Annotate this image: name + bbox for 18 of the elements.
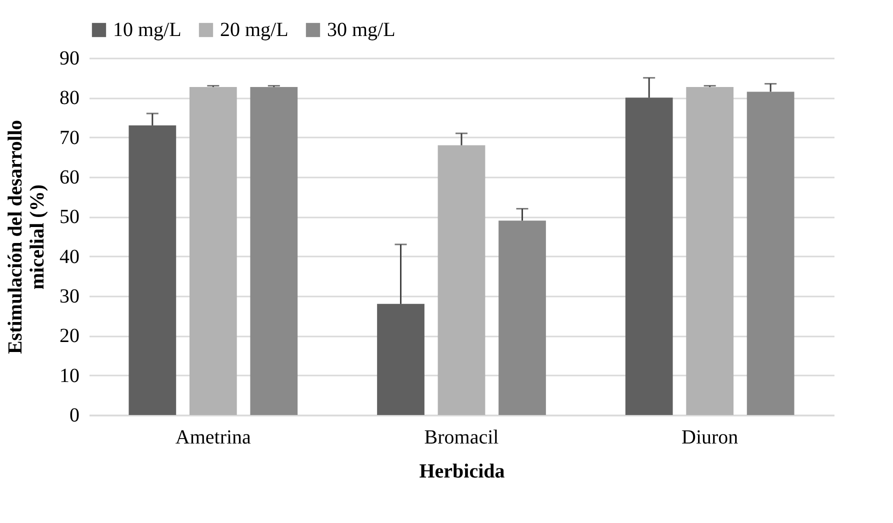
y-tick-label: 20	[60, 325, 80, 348]
legend-label: 20 mg/L	[220, 19, 288, 41]
y-axis-title: Estimulación del desarrollo micelial (%)	[4, 120, 48, 354]
y-tick-label: 60	[60, 166, 80, 188]
x-axis-title: Herbicida	[419, 460, 505, 482]
legend-label: 10 mg/L	[113, 19, 182, 41]
y-tick-label: 80	[60, 87, 80, 110]
y-tick-label: 40	[60, 246, 80, 268]
x-tick-label: Bromacil	[424, 426, 500, 448]
legend-label: 30 mg/L	[327, 19, 396, 41]
y-tick-label: 90	[60, 48, 80, 70]
y-tick-label: 70	[60, 126, 80, 149]
y-tick-label: 10	[60, 364, 80, 387]
y-tick-label: 50	[60, 206, 80, 228]
y-tick-label: 30	[60, 286, 80, 308]
y-tick-label: 0	[70, 404, 80, 426]
x-tick-label: Diuron	[681, 426, 738, 448]
x-tick-label: Ametrina	[175, 426, 252, 448]
